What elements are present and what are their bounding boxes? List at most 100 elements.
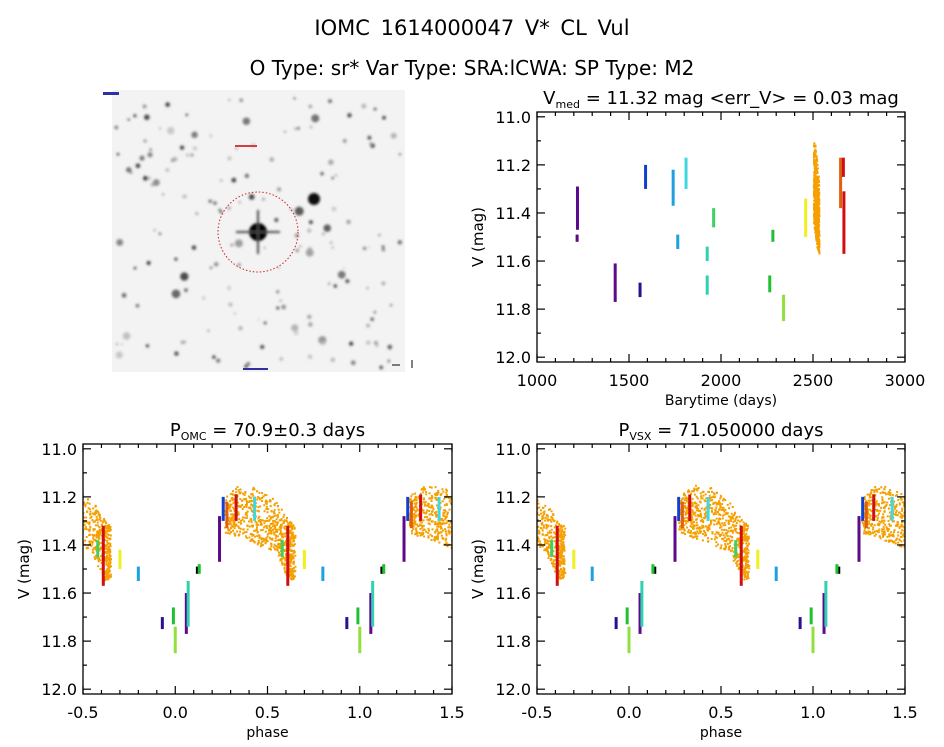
data-point (476, 535, 478, 537)
data-point (105, 545, 108, 548)
data-point (97, 560, 100, 563)
data-point (55, 485, 57, 487)
data-point (732, 529, 735, 532)
data-point (745, 560, 748, 563)
data-point (99, 519, 102, 522)
data-point (99, 533, 102, 536)
data-point (736, 559, 739, 562)
data-point (61, 523, 63, 525)
data-point (276, 522, 279, 525)
data-point (95, 515, 98, 518)
data-point (547, 515, 550, 518)
data-point (915, 532, 917, 534)
data-point (231, 525, 234, 528)
data-point (731, 531, 734, 534)
star (143, 139, 147, 143)
data-point (232, 490, 235, 493)
data-point (889, 517, 892, 520)
data-point (729, 529, 732, 532)
data-point (747, 563, 750, 566)
data-point (246, 524, 249, 527)
data-point (94, 505, 97, 508)
data-point (714, 496, 717, 499)
data-point (474, 524, 476, 526)
data-point (464, 534, 466, 536)
data-point (254, 535, 257, 538)
data-point (103, 517, 106, 520)
data-point (432, 508, 435, 511)
data-point (560, 524, 563, 527)
data-point (251, 504, 254, 507)
data-point (530, 516, 532, 518)
data-point (900, 525, 903, 528)
data-point (80, 527, 82, 529)
star (220, 179, 223, 182)
data-point (721, 538, 724, 541)
data-point (289, 521, 292, 524)
data-point (237, 489, 240, 492)
data-point (517, 514, 519, 516)
title-rest: = 11.32 mag <err_V> = 0.03 mag (580, 88, 899, 109)
data-point (814, 169, 817, 172)
data-point (105, 561, 108, 564)
data-point (50, 532, 52, 534)
data-point (496, 531, 498, 533)
data-point (109, 575, 112, 578)
data-point (922, 533, 924, 535)
data-point (416, 508, 419, 511)
data-point (476, 526, 478, 528)
star (294, 206, 304, 216)
data-point (556, 520, 559, 523)
data-point (696, 509, 699, 512)
data-point (724, 542, 727, 545)
star (180, 272, 189, 281)
star (234, 239, 243, 248)
data-point (426, 509, 429, 512)
data-point (552, 559, 555, 562)
data-point (430, 499, 433, 502)
data-point (898, 527, 901, 530)
data-point (815, 209, 818, 212)
data-point (425, 504, 428, 507)
data-point (908, 533, 910, 535)
data-point (427, 535, 430, 538)
data-point (419, 534, 422, 537)
data-point (439, 531, 442, 534)
data-point (435, 515, 438, 518)
data-point (928, 546, 930, 548)
data-point (415, 523, 418, 526)
data-point (724, 548, 727, 551)
data-point (561, 570, 564, 573)
data-point (547, 508, 550, 511)
data-point (550, 535, 553, 538)
data-point (684, 512, 687, 515)
data-point (814, 196, 817, 199)
data-point (558, 573, 561, 576)
data-point (106, 543, 109, 546)
data-point (883, 532, 886, 535)
data-point (510, 519, 512, 521)
data-point (458, 550, 460, 552)
data-point (912, 516, 914, 518)
data-point (900, 540, 903, 543)
data-point (927, 568, 929, 570)
data-point (740, 519, 743, 522)
data-point (455, 526, 457, 528)
data-point (241, 499, 244, 502)
data-point (931, 571, 933, 573)
star (378, 233, 381, 237)
data-point (454, 522, 456, 524)
data-point (700, 497, 703, 500)
data-point (816, 211, 819, 214)
data-point (748, 567, 751, 570)
data-point (497, 531, 499, 533)
data-point (877, 530, 880, 533)
data-point (93, 556, 96, 559)
data-point (687, 490, 690, 493)
data-point (460, 529, 462, 531)
data-point (924, 527, 926, 529)
data-point (908, 539, 910, 541)
data-point (924, 532, 926, 534)
data-point (265, 539, 268, 542)
data-point (288, 560, 291, 563)
